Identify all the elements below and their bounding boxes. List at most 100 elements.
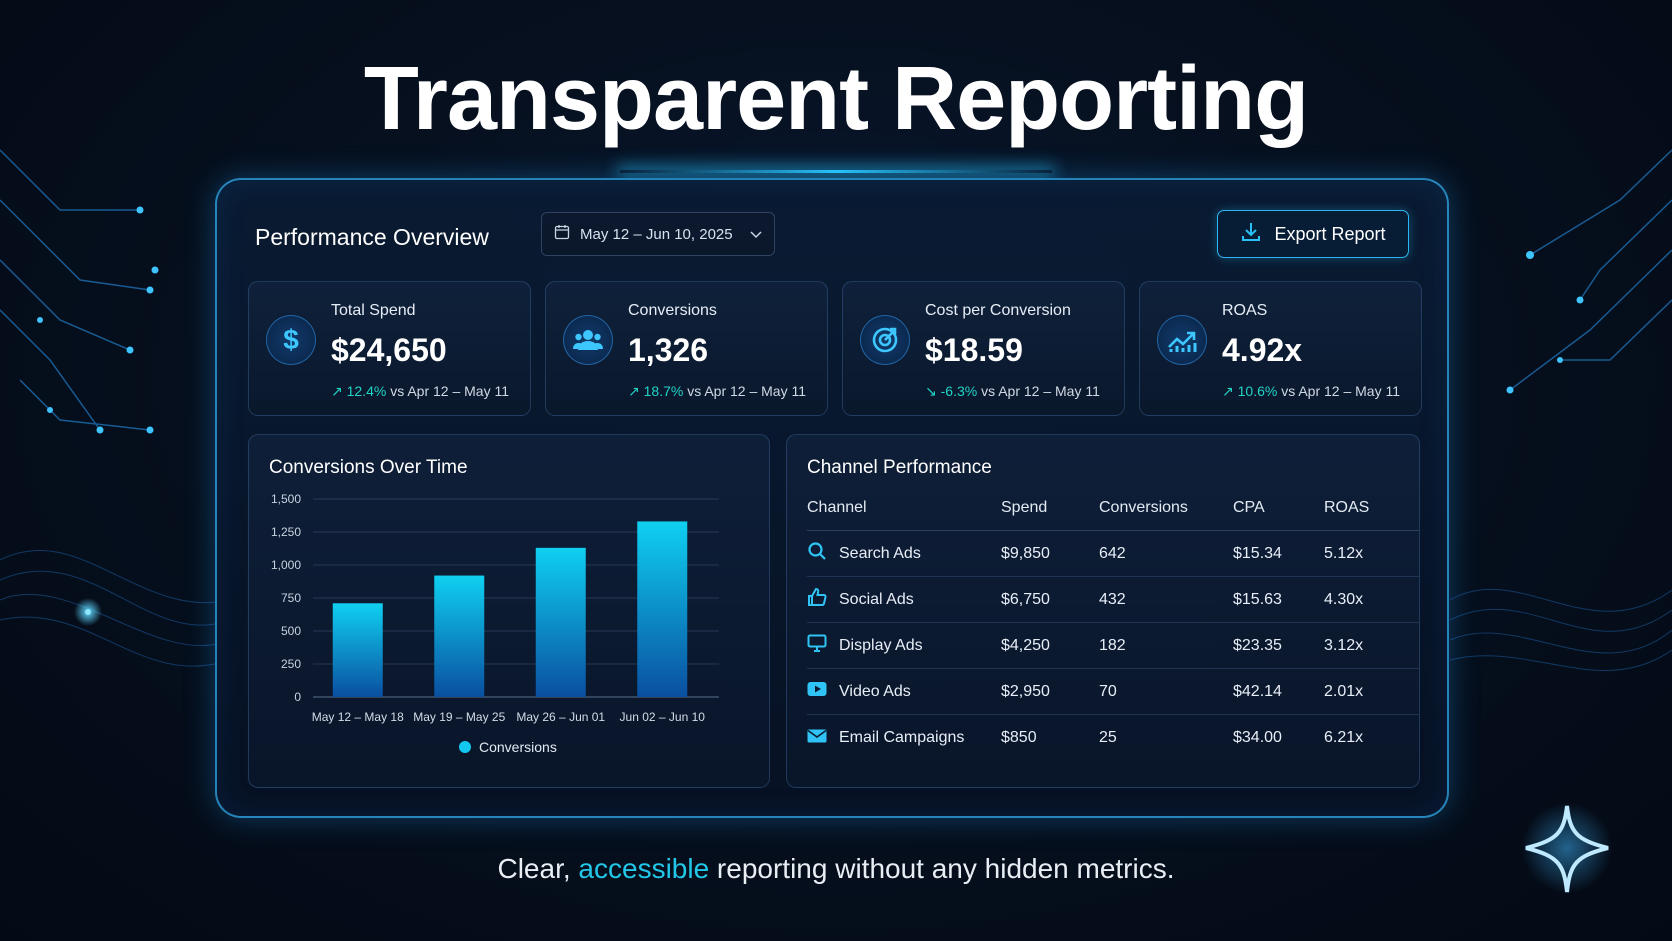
- channel-name: Email Campaigns: [839, 729, 965, 746]
- sparkle-star-icon: [1522, 803, 1612, 893]
- channel-cpa: $23.35: [1233, 636, 1282, 654]
- channel-conversions: 432: [1099, 590, 1126, 608]
- kpi-card-total-spend: $ Total Spend $24,650 ↗ 12.4% vs Apr 12 …: [248, 281, 531, 416]
- export-report-button[interactable]: Export Report: [1217, 210, 1409, 258]
- channel-roas: 3.12x: [1324, 636, 1364, 654]
- channel-spend: $2,950: [1001, 682, 1050, 700]
- channel-conversions: 642: [1099, 544, 1126, 562]
- kpi-label: ROAS: [1222, 302, 1268, 319]
- channel-spend: $850: [1001, 729, 1037, 746]
- download-icon: [1240, 221, 1262, 248]
- header-spend: Spend: [1001, 498, 1048, 516]
- table-row[interactable]: Search Ads $9,850 642 $15.34 5.12x: [807, 531, 1419, 577]
- svg-text:$: $: [283, 325, 299, 355]
- bar: [332, 603, 383, 697]
- x-tick-label: May 26 – Jun 01: [516, 710, 605, 724]
- play-icon: [807, 679, 827, 704]
- date-range-picker[interactable]: May 12 – Jun 10, 2025: [541, 212, 775, 256]
- channel-cpa: $34.00: [1233, 729, 1282, 746]
- table-row[interactable]: Video Ads $2,950 70 $42.14 2.01x: [807, 669, 1419, 715]
- date-range-label: May 12 – Jun 10, 2025: [580, 225, 733, 243]
- kpi-change-percent: -6.3%: [940, 383, 978, 399]
- conversions-bar-chart: May 12 – May 18 May 19 – May 25 May 26 – J…: [271, 492, 719, 755]
- kpi-change-percent: 18.7%: [643, 383, 684, 399]
- users-icon: [563, 315, 613, 365]
- panel-title: Performance Overview: [255, 224, 489, 250]
- y-tick-label: 1,250: [271, 525, 301, 539]
- kpi-change-percent: 12.4%: [346, 383, 387, 399]
- kpi-card-conversions: Conversions 1,326 ↗ 18.7% vs Apr 12 – Ma…: [545, 281, 828, 416]
- channel-roas: 2.01x: [1324, 682, 1364, 700]
- y-tick-label: 1,500: [271, 492, 301, 506]
- chevron-down-icon: [750, 226, 762, 243]
- legend-marker: [459, 741, 471, 753]
- arrow-up-right-icon: ↗: [1222, 383, 1238, 399]
- channel-conversions: 25: [1099, 729, 1117, 746]
- kpi-comparison: vs Apr 12 – May 11: [390, 383, 510, 399]
- channel-conversions: 70: [1099, 682, 1117, 700]
- channel-name: Display Ads: [839, 636, 923, 654]
- x-tick-label: May 12 – May 18: [312, 710, 404, 724]
- kpi-card-roas: ROAS 4.92x ↗ 10.6% vs Apr 12 – May 11: [1139, 281, 1422, 416]
- x-tick-label: May 19 – May 25: [413, 710, 505, 724]
- tagline: Clear, accessible reporting without any …: [0, 853, 1672, 885]
- kpi-change: ↗ 10.6% vs Apr 12 – May 11: [1222, 383, 1400, 400]
- conversions-chart-card: Conversions Over Time May 12 – May 18 May…: [248, 434, 770, 788]
- kpi-card-cost-per-conversion: Cost per Conversion $18.59 ↘ -6.3% vs Ap…: [842, 281, 1125, 416]
- table-row[interactable]: Email Campaigns $850 25 $34.00 6.21x: [807, 715, 1419, 761]
- kpi-value: 4.92x: [1222, 332, 1303, 368]
- kpi-label: Conversions: [628, 302, 717, 319]
- channel-spend: $4,250: [1001, 636, 1050, 654]
- kpi-change-percent: 10.6%: [1237, 383, 1278, 399]
- channel-cpa: $42.14: [1233, 682, 1282, 700]
- kpi-change: ↘ -6.3% vs Apr 12 – May 11: [925, 383, 1100, 400]
- kpi-label: Total Spend: [331, 302, 416, 319]
- y-tick-label: 500: [281, 624, 301, 638]
- bar: [535, 547, 586, 697]
- mail-icon: [807, 726, 827, 751]
- calendar-icon: [554, 224, 570, 244]
- channel-spend: $9,850: [1001, 544, 1050, 562]
- tagline-accent: accessible: [578, 853, 710, 884]
- kpi-comparison: vs Apr 12 – May 11: [1281, 383, 1401, 399]
- table-header: Channel Spend Conversions CPA ROAS: [807, 485, 1419, 531]
- channel-roas: 6.21x: [1324, 729, 1364, 746]
- channel-name: Search Ads: [839, 544, 921, 562]
- channel-cpa: $15.34: [1233, 544, 1282, 562]
- thumbs-up-icon: [807, 587, 827, 612]
- kpi-comparison: vs Apr 12 – May 11: [687, 383, 807, 399]
- table-row[interactable]: Social Ads $6,750 432 $15.63 4.30x: [807, 577, 1419, 623]
- table-row[interactable]: Display Ads $4,250 182 $23.35 3.12x: [807, 623, 1419, 669]
- arrow-up-right-icon: ↗: [628, 383, 644, 399]
- header-roas: ROAS: [1324, 498, 1370, 516]
- dashboard-panel: Performance Overview May 12 – Jun 10, 20…: [215, 178, 1449, 818]
- chart-title: Conversions Over Time: [269, 457, 468, 478]
- bar: [637, 521, 688, 697]
- kpi-label: Cost per Conversion: [925, 302, 1071, 319]
- legend-label: Conversions: [479, 739, 557, 755]
- export-report-label: Export Report: [1274, 223, 1386, 244]
- header-channel: Channel: [807, 498, 867, 516]
- target-icon: [860, 315, 910, 365]
- dollar-icon: $: [266, 315, 316, 365]
- kpi-change: ↗ 12.4% vs Apr 12 – May 11: [331, 383, 509, 400]
- y-tick-label: 250: [281, 657, 301, 671]
- kpi-comparison: vs Apr 12 – May 11: [981, 383, 1100, 399]
- hero-title: Transparent Reporting: [363, 49, 1309, 149]
- table-title: Channel Performance: [807, 457, 992, 478]
- channel-name: Video Ads: [839, 682, 911, 700]
- tagline-after: reporting without any hidden metrics.: [709, 853, 1175, 884]
- arrow-up-right-icon: ↗: [331, 383, 347, 399]
- bar: [434, 575, 485, 697]
- channel-cpa: $15.63: [1233, 590, 1282, 608]
- y-tick-label: 1,000: [271, 558, 301, 572]
- y-tick-label: 750: [281, 591, 301, 605]
- header-conversions: Conversions: [1099, 498, 1188, 516]
- kpi-value: $24,650: [331, 332, 447, 368]
- channel-spend: $6,750: [1001, 590, 1050, 608]
- trend-up-icon: [1157, 315, 1207, 365]
- x-tick-label: Jun 02 – Jun 10: [620, 710, 706, 724]
- arrow-down-right-icon: ↘: [925, 383, 941, 399]
- channel-name: Social Ads: [839, 590, 914, 608]
- channel-performance-card: Channel Performance Channel Spend Conver…: [786, 434, 1420, 788]
